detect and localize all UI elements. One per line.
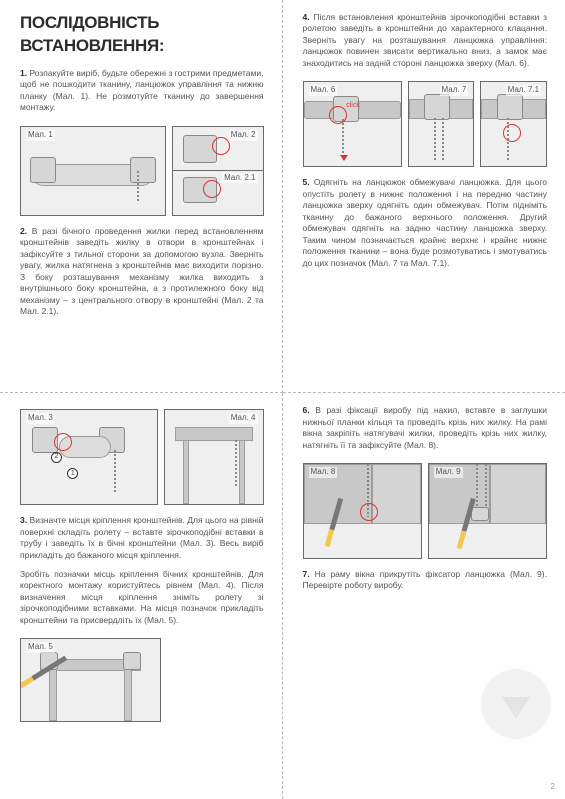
step-2-body: В разі бічного проведення жилки перед вс… bbox=[20, 226, 264, 316]
quadrant-top-right: 4. Після встановлення кронштейнів зірочк… bbox=[283, 0, 565, 393]
step-2-num: 2. bbox=[20, 226, 27, 236]
figure-1: Мал. 1 bbox=[20, 126, 166, 216]
step-1-num: 1. bbox=[20, 68, 27, 78]
figure-71-label: Мал. 7.1 bbox=[506, 85, 541, 96]
quadrant-bottom-right: 6. В разі фіксації виробу під нахил, вст… bbox=[283, 393, 565, 799]
step-3-text-a: 3. Визначте місця кріплення кронштейнів.… bbox=[20, 515, 264, 561]
fig-row-1: Мал. 1 Мал. 2 Мал. 2.1 bbox=[20, 126, 264, 216]
step-1-text: 1. Розпакуйте виріб, будьте обережні з г… bbox=[20, 68, 264, 114]
figure-9-label: Мал. 9 bbox=[434, 467, 463, 478]
figure-3-label: Мал. 3 bbox=[26, 413, 55, 424]
step-1-body: Розпакуйте виріб, будьте обережні з гост… bbox=[20, 68, 264, 112]
fig-row-3: Мал. 3 1 2 Мал. 4 bbox=[20, 409, 264, 505]
figure-7-label: Мал. 7 bbox=[440, 85, 469, 96]
figure-4-body bbox=[165, 410, 262, 504]
figure-2-label: Мал. 2 bbox=[229, 130, 258, 141]
figure-4-label: Мал. 4 bbox=[229, 413, 258, 424]
figure-9-body bbox=[429, 464, 546, 558]
figure-6-label: Мал. 6 bbox=[309, 85, 338, 96]
figure-8: Мал. 8 bbox=[303, 463, 422, 559]
step-4-body: Після встановлення кронштейнів зірочкопо… bbox=[303, 12, 548, 68]
figure-3: Мал. 3 1 2 bbox=[20, 409, 158, 505]
step-6-text: 6. В разі фіксації виробу під нахил, вст… bbox=[303, 405, 548, 451]
fig-row-5-spacer bbox=[167, 638, 263, 722]
step-5-text: 5. Одягніть на ланцюжок обмежувачі ланцю… bbox=[303, 177, 548, 269]
step-6-num: 6. bbox=[303, 405, 310, 415]
fig-row-5: Мал. 5 bbox=[20, 638, 264, 722]
figure-4: Мал. 4 bbox=[164, 409, 263, 505]
step-5-body: Одягніть на ланцюжок обмежувачі ланцюжка… bbox=[303, 177, 548, 267]
step-2-text: 2. В разі бічного проведення жилки перед… bbox=[20, 226, 264, 318]
page-number: 2 bbox=[551, 782, 555, 793]
step-3-body-b: Зробіть позначки місць кріплення бічних … bbox=[20, 569, 264, 625]
figure-8-body bbox=[304, 464, 421, 558]
step-4-text: 4. Після встановлення кронштейнів зірочк… bbox=[303, 12, 548, 69]
step-7-body: На раму вікна прикрутіть фіксатор ланцюж… bbox=[303, 569, 547, 590]
fig-row-4: Мал. 6 click Мал. 7 bbox=[303, 81, 548, 167]
page-title: ПОСЛІДОВНІСТЬ ВСТАНОВЛЕННЯ: bbox=[20, 12, 264, 58]
figure-7: Мал. 7 bbox=[408, 81, 475, 167]
step-6-body: В разі фіксації виробу під нахил, вставт… bbox=[303, 405, 548, 449]
step-7-num: 7. bbox=[303, 569, 310, 579]
figure-2: Мал. 2 Мал. 2.1 bbox=[172, 126, 264, 216]
figure-6: Мал. 6 click bbox=[303, 81, 402, 167]
watermark-icon bbox=[481, 669, 551, 739]
diag-num-1: 1 bbox=[67, 468, 78, 479]
step-7-text: 7. На раму вікна прикрутіть фіксатор лан… bbox=[303, 569, 548, 592]
figure-21-label: Мал. 2.1 bbox=[222, 173, 257, 184]
figure-5: Мал. 5 bbox=[20, 638, 161, 722]
step-5-num: 5. bbox=[303, 177, 310, 187]
figure-1-label: Мал. 1 bbox=[26, 130, 55, 141]
figure-5-label: Мал. 5 bbox=[26, 642, 55, 653]
diag-num-2: 2 bbox=[51, 452, 62, 463]
step-3-body-a: Визначте місця кріплення кронштейнів. Дл… bbox=[20, 515, 264, 559]
figure-8-label: Мал. 8 bbox=[309, 467, 338, 478]
figure-71: Мал. 7.1 bbox=[480, 81, 547, 167]
step-3-text-b: Зробіть позначки місць кріплення бічних … bbox=[20, 569, 264, 626]
click-label: click bbox=[346, 101, 360, 110]
fig-row-6: Мал. 8 Мал. 9 bbox=[303, 463, 548, 559]
quadrant-top-left: ПОСЛІДОВНІСТЬ ВСТАНОВЛЕННЯ: 1. Розпакуйт… bbox=[0, 0, 283, 393]
step-4-num: 4. bbox=[303, 12, 310, 22]
quadrant-bottom-left: Мал. 3 1 2 Мал. 4 bbox=[0, 393, 283, 799]
figure-9: Мал. 9 bbox=[428, 463, 547, 559]
figure-3-body: 1 2 bbox=[21, 410, 157, 504]
step-3-num: 3. bbox=[20, 515, 27, 525]
